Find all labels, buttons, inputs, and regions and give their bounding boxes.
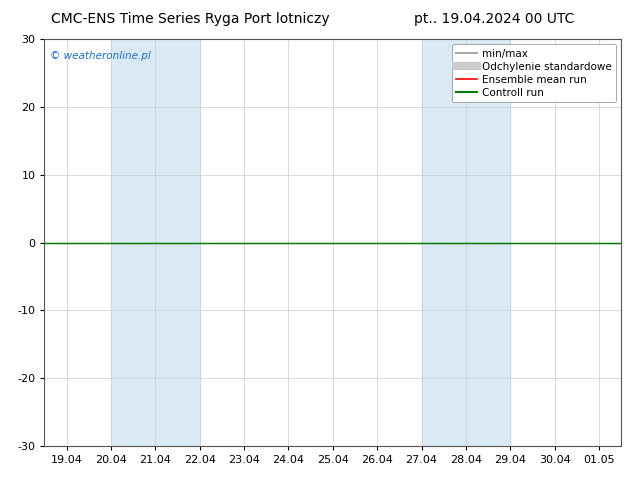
Text: pt.. 19.04.2024 00 UTC: pt.. 19.04.2024 00 UTC <box>415 12 574 26</box>
Legend: min/max, Odchylenie standardowe, Ensemble mean run, Controll run: min/max, Odchylenie standardowe, Ensembl… <box>452 45 616 102</box>
Bar <box>111 39 155 446</box>
Bar <box>155 39 200 446</box>
Text: CMC-ENS Time Series Ryga Port lotniczy: CMC-ENS Time Series Ryga Port lotniczy <box>51 12 330 26</box>
Text: © weatheronline.pl: © weatheronline.pl <box>50 51 151 61</box>
Bar <box>422 39 466 446</box>
Bar <box>466 39 510 446</box>
